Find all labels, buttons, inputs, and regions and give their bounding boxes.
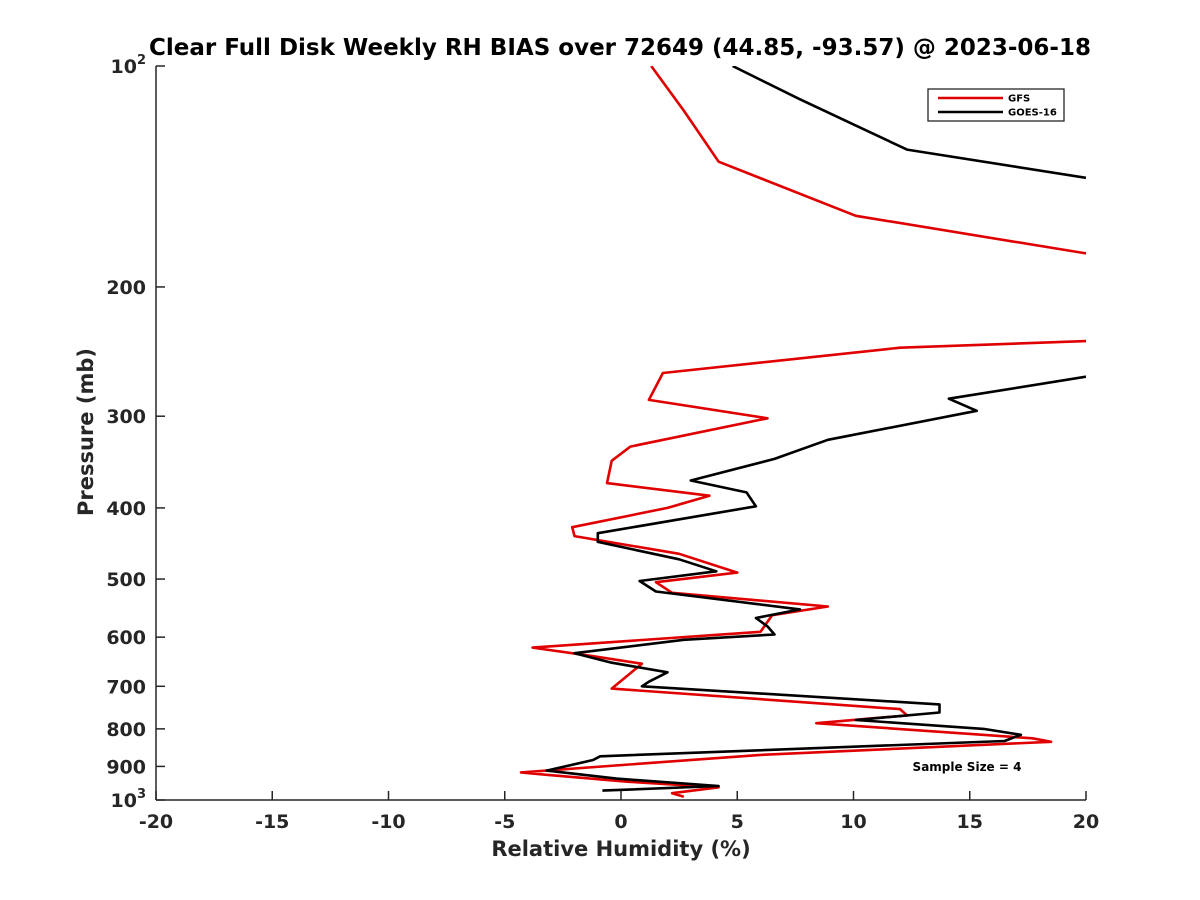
y-axis-label: Pressure (mb) — [74, 348, 98, 516]
legend-box — [927, 88, 1065, 122]
y-tick-label: 700 — [106, 676, 146, 698]
x-tick-label: 5 — [731, 811, 744, 833]
y-tick-label: 200 — [106, 277, 146, 299]
y-tick-label: 102 — [111, 53, 147, 78]
plot-area — [519, 66, 1086, 799]
x-tick-label: 0 — [614, 811, 627, 833]
y-tick-label: 103 — [111, 787, 147, 812]
y-tick-label: 400 — [106, 498, 146, 520]
x-tick-label: 15 — [957, 811, 983, 833]
y-tick-label: 900 — [106, 756, 146, 778]
x-tick-label: -15 — [255, 811, 289, 833]
chart-title: Clear Full Disk Weekly RH BIAS over 7264… — [149, 35, 1091, 61]
x-tick-label: 10 — [840, 811, 866, 833]
x-tick-label: -5 — [494, 811, 515, 833]
series-line-goes-16 — [545, 66, 1086, 792]
x-tick-label: -10 — [371, 811, 405, 833]
y-tick-label: 800 — [106, 719, 146, 741]
axes: -20 -15 -10 -5 0 5 10 15 20 102 200 300 400 500 600 700… — [106, 53, 1099, 833]
x-tick-label: -20 — [139, 811, 173, 833]
legend-label: GOES-16 — [1008, 108, 1057, 119]
x-axis-label: Relative Humidity (%) — [491, 837, 750, 861]
x-tick-label: 20 — [1073, 811, 1099, 833]
y-tick-label: 600 — [106, 627, 146, 649]
series-line-gfs — [519, 66, 1086, 799]
y-tick-label: 300 — [106, 406, 146, 428]
legend: GFS GOES-16 — [927, 88, 1065, 122]
sample-size-annotation: Sample Size = 4 — [913, 760, 1022, 774]
y-tick-label: 500 — [106, 569, 146, 591]
legend-label: GFS — [1008, 94, 1030, 105]
